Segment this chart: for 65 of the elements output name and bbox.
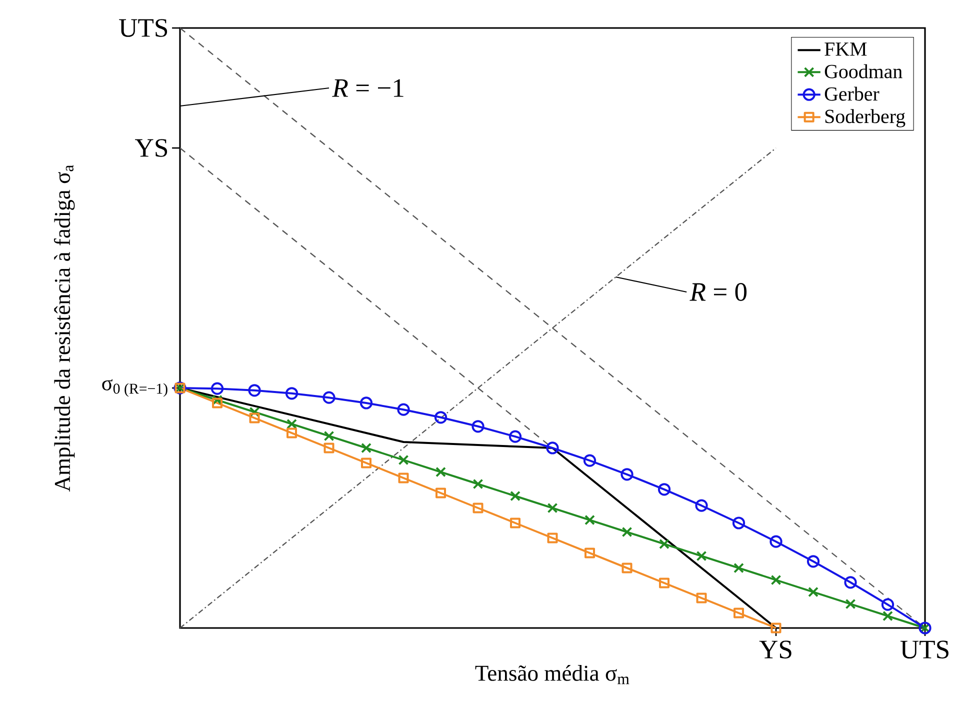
y-axis-title: Amplitude da resistência à fadiga σ$_{a}$	[54, 165, 75, 492]
point	[770, 574, 782, 586]
point	[285, 387, 298, 400]
text: YS	[135, 139, 168, 157]
point	[806, 555, 820, 568]
legend-label: Soderberg	[825, 109, 906, 128]
point	[286, 418, 297, 430]
legend-label: Goodman	[824, 64, 902, 78]
point	[472, 420, 484, 433]
point	[398, 454, 409, 466]
point	[510, 518, 521, 528]
point	[584, 548, 596, 558]
legend-label: FKM	[824, 42, 867, 56]
point	[620, 468, 634, 481]
point	[696, 550, 707, 562]
point	[212, 398, 222, 408]
point	[398, 472, 409, 484]
text: σ$_{0 (R=−1)}$	[102, 379, 168, 397]
point	[436, 488, 446, 498]
point	[882, 610, 893, 622]
point	[436, 466, 446, 478]
point	[322, 391, 336, 404]
point	[808, 586, 818, 598]
point	[770, 622, 782, 634]
point	[546, 442, 559, 454]
point	[249, 412, 260, 424]
point	[361, 442, 372, 454]
point	[324, 430, 334, 442]
point	[622, 526, 632, 538]
point	[324, 442, 334, 454]
point	[695, 499, 708, 512]
point	[659, 538, 670, 550]
point	[734, 562, 744, 574]
point	[547, 502, 558, 514]
point	[249, 406, 260, 418]
x-axis-title: Tensão média σ$_{m}$	[475, 664, 630, 684]
legend-label: Gerber	[824, 86, 880, 101]
point	[844, 576, 857, 589]
point	[547, 532, 558, 544]
point	[397, 403, 410, 416]
point	[434, 411, 448, 424]
point	[881, 598, 894, 611]
point	[210, 382, 224, 395]
point	[659, 578, 670, 588]
point	[845, 598, 856, 610]
point	[770, 535, 782, 548]
point	[472, 502, 484, 514]
text: UTS	[119, 19, 168, 37]
point	[734, 608, 744, 618]
point	[732, 516, 746, 530]
point	[248, 384, 261, 397]
annotation: R = −1	[332, 79, 404, 97]
point	[360, 396, 373, 410]
point	[212, 394, 222, 406]
point	[583, 454, 596, 467]
point	[696, 592, 707, 604]
annotation: R = 0	[690, 283, 747, 301]
point	[658, 483, 671, 496]
point	[508, 430, 522, 443]
point	[286, 428, 297, 438]
point	[584, 514, 595, 526]
point	[472, 478, 484, 490]
point	[622, 562, 632, 574]
point	[510, 490, 520, 502]
point	[361, 458, 372, 468]
